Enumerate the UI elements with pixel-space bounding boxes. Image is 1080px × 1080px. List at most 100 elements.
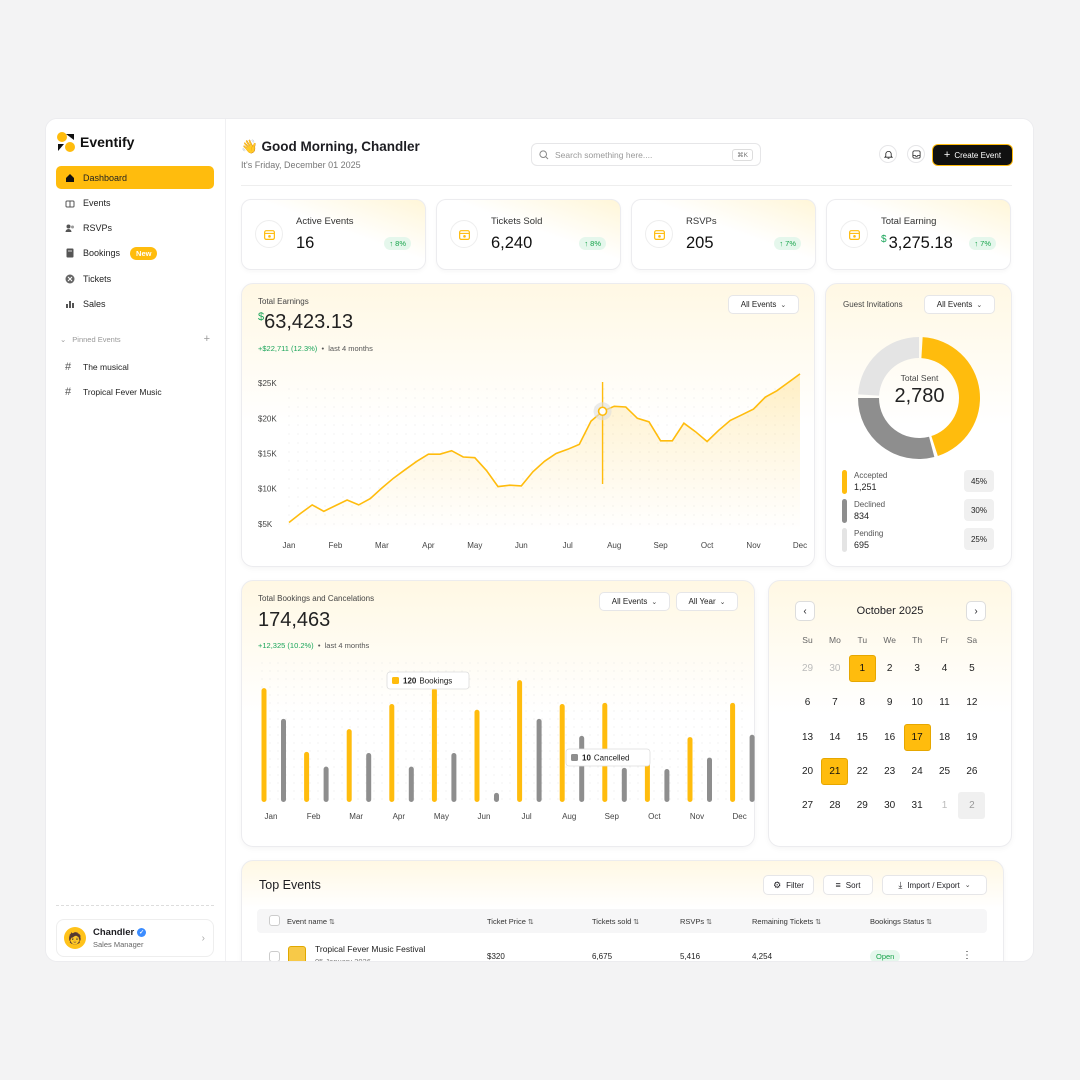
column-header[interactable]: Ticket Price ⇅ [487, 917, 534, 926]
earnings-filter-dropdown[interactable]: All Events ⌄ [728, 295, 799, 314]
hover-point[interactable] [597, 406, 608, 417]
bar-bookings-jan[interactable] [261, 688, 267, 802]
calendar-day[interactable]: 28 [829, 800, 841, 812]
calendar-day[interactable]: 26 [966, 765, 978, 777]
calendar-day[interactable]: 16 [884, 731, 896, 743]
bar-cancelled-nov[interactable] [707, 757, 712, 802]
sidebar-item-bookings[interactable]: Bookings New [56, 242, 214, 265]
donut-slice-pending[interactable] [858, 337, 919, 396]
calendar-day[interactable]: 12 [966, 697, 978, 709]
calendar-day[interactable]: 17 [903, 723, 931, 751]
bar-bookings-jun[interactable] [474, 709, 480, 802]
calendar-day[interactable]: 19 [966, 731, 978, 743]
user-card[interactable]: 🧑 Chandler ✓ Sales Manager › [56, 919, 214, 957]
bar-bookings-feb[interactable] [304, 751, 310, 802]
bar-bookings-may[interactable] [431, 688, 437, 802]
column-header[interactable]: Bookings Status ⇅ [870, 917, 932, 926]
logo[interactable]: Eventify [56, 131, 134, 153]
pinned-event-item[interactable]: # Tropical Fever Music [56, 380, 214, 403]
calendar-day[interactable]: 2 [886, 663, 893, 674]
calendar-day[interactable]: 13 [801, 731, 814, 743]
bar-cancelled-jan[interactable] [281, 718, 286, 802]
bar-cancelled-feb[interactable] [323, 766, 329, 802]
bar-cancelled-mar[interactable] [366, 753, 372, 802]
calendar-next-button[interactable]: › [966, 601, 986, 621]
create-event-button[interactable]: + Create Event [933, 145, 1012, 165]
calendar-day[interactable]: 4 [941, 663, 948, 674]
calendar-day[interactable]: 15 [856, 731, 868, 743]
calendar-day[interactable]: 29 [801, 663, 814, 674]
calendar-day[interactable]: 11 [939, 697, 950, 709]
calendar-day[interactable]: 10 [911, 697, 923, 709]
bar-cancelled-jun[interactable] [494, 792, 499, 802]
bar-cancelled-dec[interactable] [749, 734, 755, 802]
bar-cancelled-oct[interactable] [664, 768, 670, 802]
bar-cancelled-sep[interactable] [621, 767, 627, 802]
pinned-events-header[interactable]: ⌄ Pinned Events + [60, 333, 210, 345]
tooltip-label: Cancelled [594, 754, 630, 763]
calendar-day[interactable]: 23 [884, 765, 896, 777]
calendar-day[interactable]: 8 [859, 697, 866, 709]
calendar-day[interactable]: 2 [958, 792, 986, 820]
add-pinned-icon[interactable]: + [203, 333, 210, 345]
bar-bookings-aug[interactable] [559, 704, 565, 802]
sidebar-item-rsvps[interactable]: RSVPs [56, 217, 214, 240]
pinned-event-item[interactable]: # The musical [56, 355, 214, 378]
bookings-events-dropdown[interactable]: All Events ⌄ [599, 592, 670, 611]
import-export-button[interactable]: ⤓ Import / Export ⌄ [882, 875, 987, 895]
calendar-day[interactable]: 21 [821, 757, 849, 785]
column-header[interactable]: Remaining Tickets ⇅ [752, 917, 821, 926]
bar-cancelled-apr[interactable] [408, 766, 414, 802]
calendar-day[interactable]: 1 [848, 655, 876, 682]
bar-bookings-apr[interactable] [389, 704, 395, 802]
bar-cancelled-aug[interactable] [579, 735, 585, 802]
calendar-day[interactable]: 22 [856, 765, 868, 777]
calendar-day[interactable]: 3 [914, 663, 920, 674]
calendar-day[interactable]: 30 [884, 800, 896, 812]
row-checkbox[interactable] [269, 951, 280, 961]
column-header[interactable]: Tickets sold ⇅ [592, 917, 639, 926]
bar-cancelled-may[interactable] [451, 753, 457, 802]
invitations-filter-dropdown[interactable]: All Events ⌄ [924, 295, 995, 314]
calendar-day[interactable]: 5 [969, 663, 975, 674]
bar-bookings-mar[interactable] [346, 729, 352, 802]
calendar-day[interactable]: 31 [911, 800, 923, 812]
donut-slice-declined[interactable] [858, 398, 935, 459]
bar-bookings-jul[interactable] [517, 680, 523, 802]
inbox-icon[interactable] [907, 145, 925, 163]
column-header[interactable]: RSVPs ⇅ [680, 917, 712, 926]
donut-slice-accepted[interactable] [921, 337, 980, 457]
calendar-day[interactable]: 14 [829, 731, 841, 743]
calendar-day[interactable]: 1 [941, 800, 948, 812]
x-tick-label: Jul [563, 541, 573, 550]
sidebar-item-tickets[interactable]: Tickets [56, 267, 214, 290]
filter-button[interactable]: ⚙ Filter [763, 875, 814, 895]
calendar-day[interactable]: 20 [801, 765, 814, 777]
calendar-day[interactable]: 6 [804, 697, 811, 709]
column-header[interactable]: Event name ⇅ [287, 917, 335, 926]
calendar-day[interactable]: 25 [938, 765, 951, 777]
calendar-day[interactable]: 29 [856, 800, 868, 812]
calendar-day[interactable]: 24 [911, 765, 923, 777]
search-box[interactable]: Search something here.... ⌘K [531, 143, 761, 166]
calendar-day[interactable]: 9 [886, 697, 893, 709]
calendar-day[interactable]: 18 [938, 731, 951, 743]
bookings-year-dropdown[interactable]: All Year ⌄ [676, 592, 738, 611]
sidebar-item-events[interactable]: Events [56, 191, 214, 214]
bar-cancelled-jul[interactable] [536, 718, 542, 802]
calendar-day[interactable]: 7 [832, 697, 838, 709]
select-all-checkbox[interactable] [269, 915, 280, 926]
sidebar-item-sales[interactable]: Sales [56, 292, 214, 315]
bar-bookings-oct[interactable] [644, 760, 650, 802]
calendar-day[interactable]: 30 [829, 663, 841, 674]
chevron-down-icon: ⌄ [976, 301, 983, 309]
calendar-prev-button[interactable]: ‹ [795, 601, 815, 621]
table-row[interactable]: Tropical Fever Music Festival 05 January … [257, 941, 987, 961]
sort-button[interactable]: ≡ Sort [823, 875, 873, 895]
bar-bookings-nov[interactable] [687, 737, 693, 802]
more-options-icon[interactable]: ⋮ [962, 950, 972, 961]
sidebar-item-dashboard[interactable]: Dashboard [56, 166, 214, 189]
bar-bookings-dec[interactable] [730, 702, 736, 802]
bell-icon[interactable] [879, 145, 897, 163]
calendar-day[interactable]: 27 [801, 800, 814, 812]
